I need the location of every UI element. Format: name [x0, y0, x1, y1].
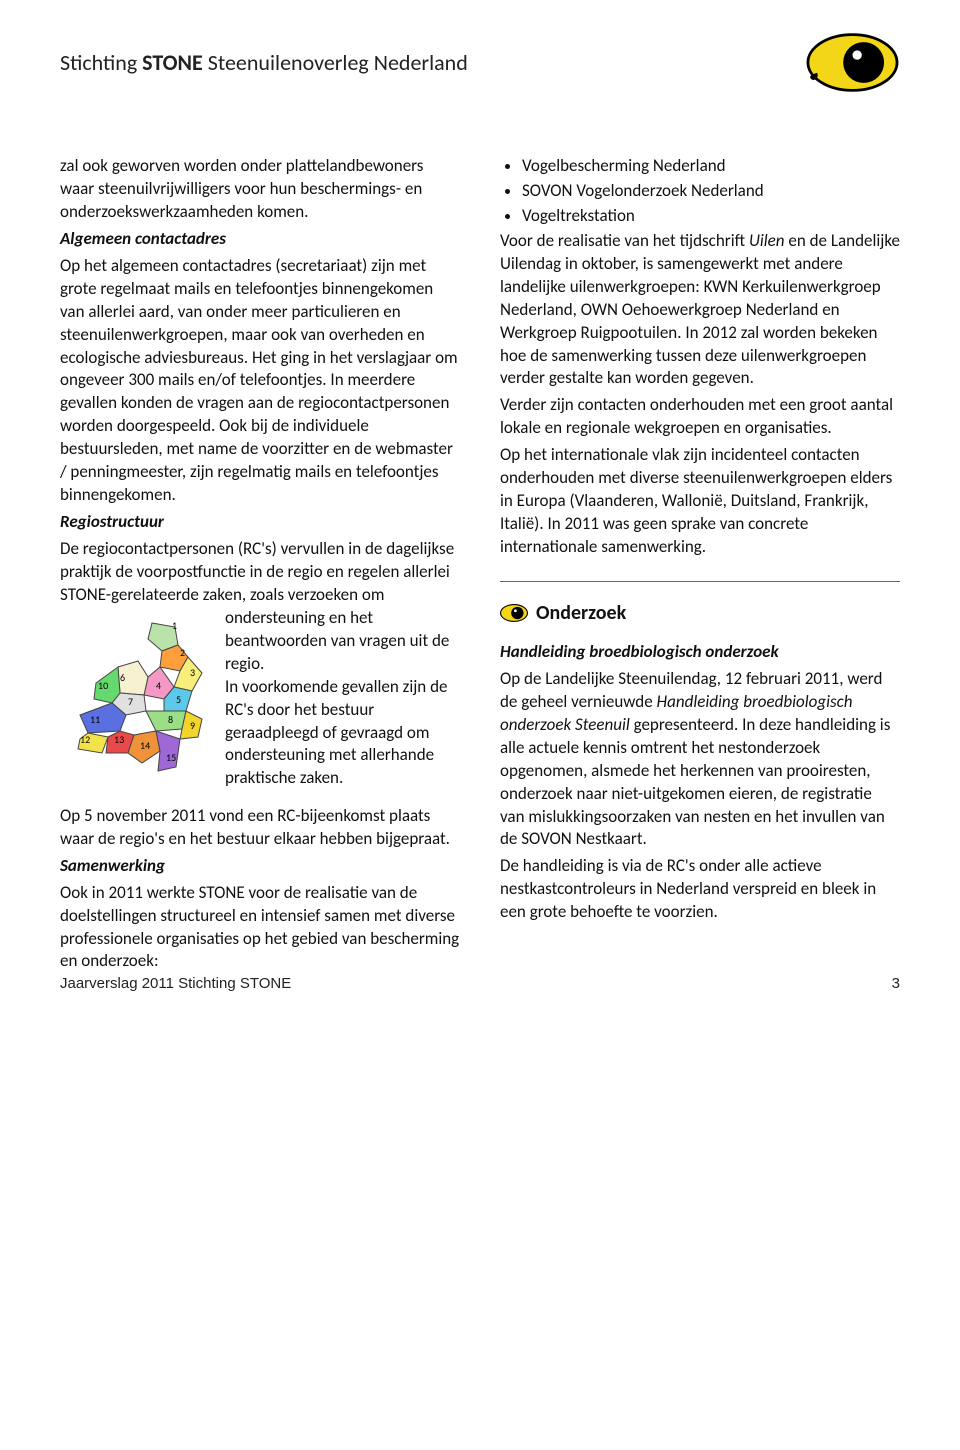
org-bullet-item: Vogeltrekstation [522, 205, 900, 228]
onderzoek-title: Onderzoek [536, 600, 626, 627]
org-name-bold: STONE [142, 49, 203, 76]
page-footer: Jaarverslag 2011 Stichting STONE 3 [60, 975, 900, 992]
right-p1-ital: Uilen [749, 230, 785, 251]
stone-eye-logo [805, 30, 900, 95]
onderzoek-heading: Onderzoek [500, 600, 900, 627]
heading-regiostructuur: Regiostructuur [60, 511, 164, 532]
map-region-label-15: 15 [166, 751, 176, 764]
right-p5: De handleiding is via de RC's onder alle… [500, 855, 900, 924]
heading-handleiding: Handleiding broedbiologisch onderzoek [500, 641, 779, 662]
right-p1a: Voor de realisatie van het tijdschrift [500, 230, 749, 251]
left-p4: Op 5 november 2011 vond een RC-bijeenkom… [60, 805, 460, 851]
map-region-label-5: 5 [176, 693, 181, 706]
map-region-label-10: 10 [98, 679, 108, 692]
right-p4: Op de Landelijke Steenuilendag, 12 febru… [500, 668, 900, 852]
eye-bullet-icon [500, 603, 528, 623]
map-region-label-7: 7 [128, 695, 133, 708]
netherlands-region-map: 123456789101112131415 [60, 611, 215, 801]
page-header: Stichting STONE Steenuilenoverleg Nederl… [60, 30, 900, 95]
map-region-label-2: 2 [180, 646, 185, 659]
left-p3b: ondersteuning en het beantwoorden van vr… [225, 607, 449, 674]
heading-samenwerking: Samenwerking [60, 855, 165, 876]
map-region-label-8: 8 [168, 713, 173, 726]
left-p5: Ook in 2011 werkte STONE voor de realisa… [60, 882, 460, 974]
left-p3a: De regiocontactpersonen (RC's) vervullen… [60, 538, 454, 605]
map-region-label-3: 3 [190, 666, 195, 679]
map-region-8 [146, 711, 186, 731]
right-p1: Voor de realisatie van het tijdschrift U… [500, 230, 900, 391]
map-region-label-13: 13 [114, 733, 124, 746]
right-p3: Op het internationale vlak zijn incident… [500, 444, 900, 559]
map-region-label-12: 12 [80, 733, 90, 746]
org-suffix: Steenuilenoverleg Nederland [203, 49, 468, 76]
map-region-label-6: 6 [120, 671, 125, 684]
page-number: 3 [892, 975, 900, 992]
map-region-label-11: 11 [90, 713, 100, 726]
right-column: Vogelbescherming NederlandSOVON Vogelond… [500, 155, 900, 977]
org-bullet-item: SOVON Vogelonderzoek Nederland [522, 180, 900, 203]
organisation-bullet-list: Vogelbescherming NederlandSOVON Vogelond… [522, 155, 900, 228]
map-region-label-14: 14 [140, 739, 150, 752]
org-title: Stichting STONE Steenuilenoverleg Nederl… [60, 49, 468, 76]
heading-contactadres: Algemeen contactadres [60, 228, 226, 249]
two-column-body: zal ook geworven worden onder platteland… [60, 155, 900, 977]
section-divider [500, 581, 900, 582]
footer-left: Jaarverslag 2011 Stichting STONE [60, 975, 291, 992]
right-p2: Verder zijn contacten onderhouden met ee… [500, 394, 900, 440]
org-bullet-item: Vogelbescherming Nederland [522, 155, 900, 178]
map-region-label-4: 4 [156, 679, 161, 692]
left-p1: zal ook geworven worden onder platteland… [60, 155, 460, 224]
map-region-label-9: 9 [190, 719, 195, 732]
map-region-label-1: 1 [172, 619, 177, 632]
regiostructuur-block: De regiocontactpersonen (RC's) vervullen… [60, 538, 460, 805]
right-p1b: en de Landelijke Uilendag in oktober, is… [500, 230, 900, 389]
left-p2: Op het algemeen contactadres (secretaria… [60, 255, 460, 507]
org-prefix: Stichting [60, 49, 142, 76]
left-p3c: In voorkomende gevallen zijn de RC's doo… [225, 676, 447, 789]
left-column: zal ook geworven worden onder platteland… [60, 155, 460, 977]
